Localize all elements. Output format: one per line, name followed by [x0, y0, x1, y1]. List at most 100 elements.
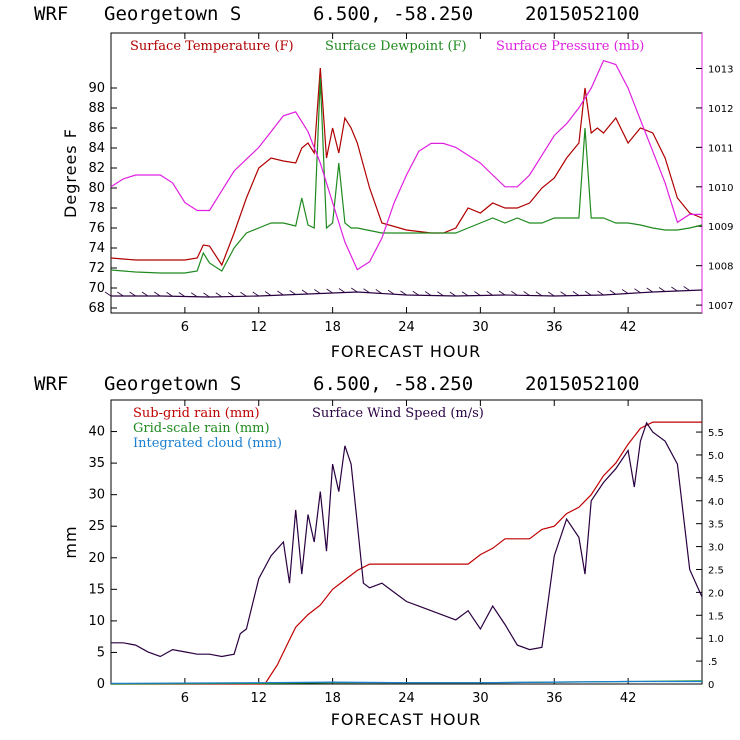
- y-tick-label: 90: [88, 81, 105, 96]
- series-line-integrated-cloud-mm: [110, 680, 702, 685]
- wind-barb: [227, 292, 235, 297]
- y2-tick-label: 1013: [708, 64, 733, 75]
- bottom-y2-ticks: 0 .5 1.0 1.5 2.0 2.5 3.0 3.5 4.0 4.5 5.0 5.5: [696, 428, 724, 691]
- wind-barb: [190, 292, 198, 298]
- y2-tick-label: 1011: [708, 143, 733, 154]
- y-tick-label: 40: [88, 425, 105, 440]
- x-tick-label: 12: [250, 320, 267, 335]
- wind-barb: [584, 290, 592, 296]
- x-tick-label: 12: [250, 691, 267, 706]
- wind-barb: [178, 292, 186, 297]
- y-tick-label: 68: [88, 301, 105, 316]
- top-x-ticks: 6 12 18 24 30 36 42: [181, 33, 637, 335]
- legend-surface-pressure: Surface Pressure (mb): [496, 39, 644, 54]
- wind-barb: [326, 288, 333, 294]
- wind-barb: [523, 291, 530, 296]
- wind-barb: [129, 291, 136, 297]
- legend-subgrid-rain: Sub-grid rain (mm): [133, 406, 260, 421]
- wind-barb: [117, 291, 124, 297]
- y2-tick-label: 3.0: [708, 543, 724, 554]
- wind-barb: [474, 291, 481, 296]
- top-x-axis-label: FORECAST HOUR: [331, 342, 482, 361]
- top-header-location: Georgetown S: [104, 3, 241, 25]
- y-tick-label: 80: [88, 181, 105, 196]
- y2-tick-label: 1.0: [708, 634, 724, 645]
- y-tick-label: 88: [88, 101, 105, 116]
- y-tick-label: 0: [97, 677, 105, 692]
- wind-barb: [203, 292, 210, 298]
- legend-gridscale-rain: Grid-scale rain (mm): [133, 421, 270, 436]
- bottom-header-init: 2015052100: [525, 373, 639, 395]
- wind-barb: [104, 291, 112, 297]
- y-tick-label: 74: [88, 241, 105, 256]
- top-series: [104, 59, 703, 298]
- wind-barb: [289, 290, 296, 295]
- y-tick-label: 5: [97, 645, 105, 660]
- y2-tick-label: .5: [708, 657, 718, 668]
- wind-barb: [572, 291, 580, 296]
- wind-barb: [535, 291, 543, 297]
- y-tick-label: 30: [88, 488, 105, 503]
- top-header-model: WRF: [34, 3, 68, 25]
- wind-barb: [301, 289, 309, 295]
- y2-tick-label: 1009: [708, 222, 733, 233]
- bottom-header-coords: 6.500, -58.250: [313, 373, 473, 395]
- top-y-ticks: 68 70 72 74 76 78 80 82 84 86 88 90: [88, 81, 117, 316]
- top-header-coords: 6.500, -58.250: [313, 3, 473, 25]
- wind-barb: [437, 291, 444, 297]
- wind-barb: [548, 291, 555, 297]
- top-legend: Surface Temperature (F) Surface Dewpoint…: [130, 39, 644, 54]
- wind-barb: [215, 292, 223, 298]
- wind-barb: [634, 288, 641, 294]
- wind-barb: [351, 287, 358, 293]
- y2-tick-label: 4.5: [708, 474, 724, 485]
- y-tick-label: 76: [88, 221, 105, 236]
- y-tick-label: 84: [88, 141, 105, 156]
- y2-tick-label: 3.5: [708, 520, 724, 531]
- wind-barb: [314, 289, 321, 294]
- wind-barb: [166, 291, 173, 297]
- y2-tick-label: 2.0: [708, 588, 724, 599]
- y-tick-label: 15: [88, 582, 105, 597]
- x-tick-label: 24: [398, 320, 415, 335]
- wind-barb: [658, 287, 666, 292]
- top-y-axis-label: Degrees F: [61, 128, 80, 218]
- wind-barb: [363, 288, 370, 294]
- y-tick-label: 72: [88, 261, 105, 276]
- top-header-init: 2015052100: [525, 3, 639, 25]
- x-tick-label: 30: [472, 320, 489, 335]
- x-tick-label: 18: [324, 691, 341, 706]
- wind-barb: [683, 286, 690, 291]
- top-plot-frame: [110, 32, 703, 314]
- legend-integrated-cloud: Integrated cloud (mm): [133, 436, 282, 451]
- bottom-y-ticks: 0 5 10 15 20 25 30 35 40: [88, 425, 117, 692]
- bottom-header-model: WRF: [34, 373, 68, 395]
- y2-tick-label: 4.0: [708, 497, 724, 508]
- wind-barb: [400, 290, 407, 296]
- x-tick-label: 6: [181, 320, 189, 335]
- y-tick-label: 86: [88, 121, 105, 136]
- series-line-surface-temperature-f: [110, 67, 703, 267]
- x-tick-label: 30: [472, 691, 489, 706]
- wind-barb: [277, 290, 284, 296]
- wind-barb: [264, 291, 272, 296]
- legend-surface-temperature: Surface Temperature (F): [130, 39, 294, 54]
- y-tick-label: 35: [88, 456, 105, 471]
- y-tick-label: 82: [88, 161, 105, 176]
- y-tick-label: 25: [88, 519, 105, 534]
- y2-tick-label: 1008: [708, 262, 733, 273]
- bottom-x-axis-label: FORECAST HOUR: [331, 710, 482, 729]
- wind-barb: [621, 289, 629, 294]
- x-tick-label: 18: [324, 320, 341, 335]
- bottom-header-location: Georgetown S: [104, 373, 241, 395]
- y2-tick-label: 1010: [708, 183, 733, 194]
- x-tick-label: 42: [620, 320, 637, 335]
- y2-tick-label: 1007: [708, 301, 733, 312]
- x-tick-label: 24: [398, 691, 415, 706]
- y-tick-label: 20: [88, 551, 105, 566]
- y-tick-label: 10: [88, 614, 105, 629]
- legend-surface-wind-speed: Surface Wind Speed (m/s): [312, 406, 484, 421]
- series-line-sub-grid-rain-mm: [111, 421, 702, 685]
- y2-tick-label: 2.5: [708, 565, 724, 576]
